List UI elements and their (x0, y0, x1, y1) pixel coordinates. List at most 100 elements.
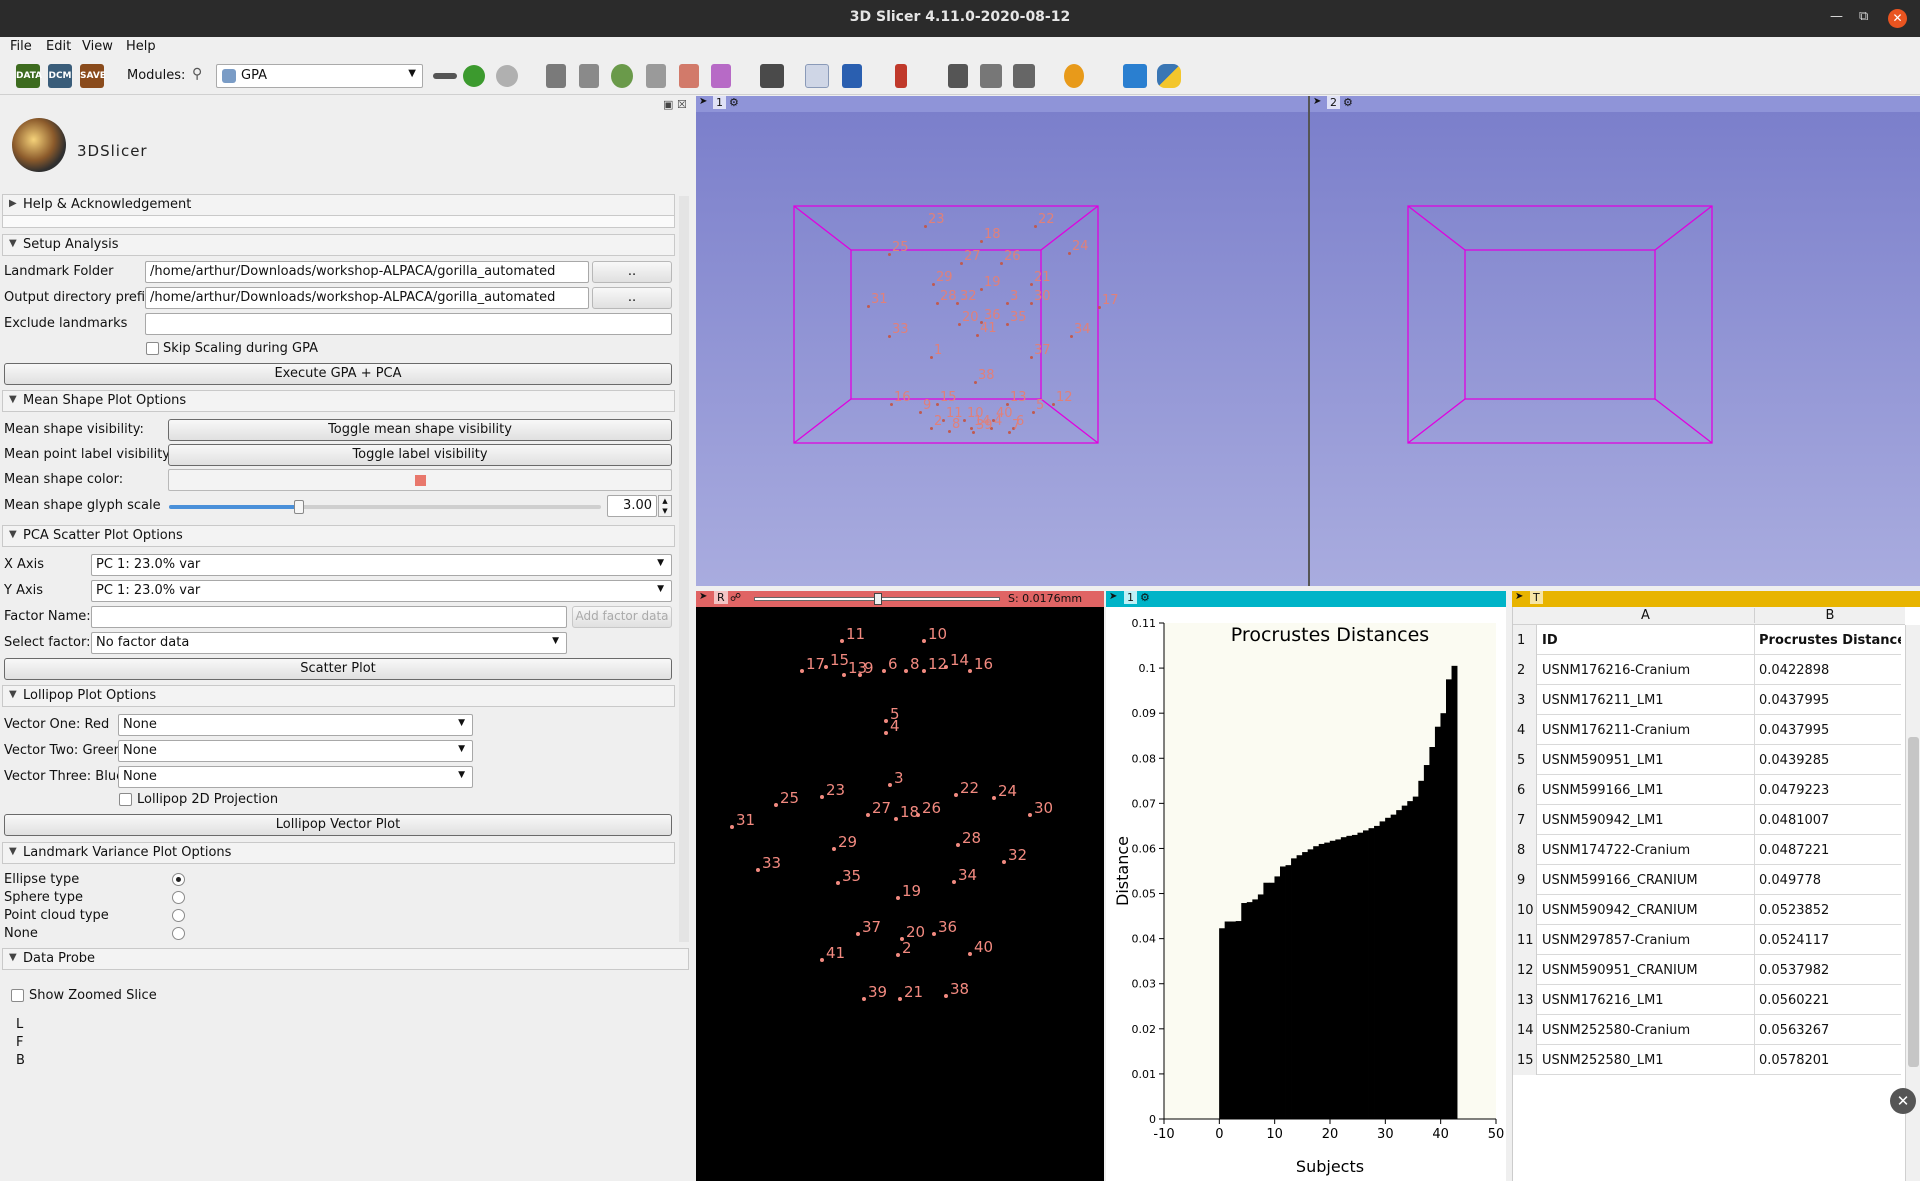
distance-cell[interactable]: 0.0437995 (1759, 693, 1830, 708)
slice-offset-slider[interactable] (754, 593, 1000, 605)
pin-icon[interactable]: ➤ (1313, 96, 1322, 107)
distance-cell[interactable]: 0.0523852 (1759, 903, 1830, 918)
distance-cell[interactable]: 0.0422898 (1759, 663, 1830, 678)
transforms-module-icon[interactable] (646, 64, 666, 88)
data-module-icon[interactable] (546, 64, 566, 88)
distance-cell[interactable]: 0.049778 (1759, 873, 1822, 888)
column-b-header[interactable]: B (1825, 608, 1835, 623)
markups-module-icon[interactable] (679, 64, 699, 88)
distance-cell[interactable]: 0.0524117 (1759, 933, 1830, 948)
point-cloud-type-radio[interactable] (172, 909, 185, 922)
id-cell[interactable]: USNM176211_LM1 (1537, 685, 1755, 715)
scene-restore-icon[interactable] (1013, 64, 1035, 88)
pin-icon[interactable]: ➤ (699, 591, 708, 602)
table-row[interactable]: 11 USNM297857-Cranium 0.0524117 (1513, 925, 1901, 955)
y-axis-select[interactable]: PC 1: 23.0% var ▼ (91, 580, 672, 602)
close-overlay-icon[interactable]: ✕ (1890, 1088, 1916, 1114)
glyph-scale-handle[interactable] (293, 500, 304, 514)
distance-cell[interactable]: 0.0578201 (1759, 1053, 1830, 1068)
table-view[interactable]: A B 1 ID Procrustes Distance 2 USNM176216… (1512, 607, 1920, 1181)
ellipse-type-radio[interactable] (172, 873, 185, 886)
crosshair-icon[interactable] (1064, 64, 1084, 88)
table-row[interactable]: 14 USNM252580-Cranium 0.0563267 (1513, 1015, 1901, 1045)
id-cell[interactable]: USNM176211-Cranium (1537, 715, 1755, 745)
crosshair-toggle-icon[interactable] (895, 64, 907, 88)
pointer-mode-icon[interactable] (805, 64, 829, 88)
view-settings-icon[interactable]: ⚙ (1343, 96, 1353, 109)
data-probe-section-header[interactable]: ▼ Data Probe (2, 948, 689, 970)
setup-section-header[interactable]: ▼ Setup Analysis (2, 234, 675, 256)
id-cell[interactable]: USNM176216_LM1 (1537, 985, 1755, 1015)
python-console-icon[interactable] (1157, 64, 1181, 88)
slice-offset-handle[interactable] (874, 593, 882, 605)
vector-three-select[interactable]: None ▼ (118, 766, 473, 788)
toggle-label-visibility-button[interactable]: Toggle label visibility (168, 444, 672, 466)
menu-view[interactable]: View (82, 39, 113, 54)
table-scrollbar-thumb[interactable] (1908, 737, 1919, 1067)
skip-scaling-checkbox[interactable] (146, 342, 159, 355)
view-settings-icon[interactable]: ⚙ (1140, 591, 1150, 604)
forward-arrow-icon[interactable] (496, 65, 518, 87)
exclude-landmarks-input[interactable] (145, 313, 672, 335)
extension-manager-icon[interactable] (1123, 64, 1147, 88)
id-cell[interactable]: USNM590942_CRANIUM (1537, 895, 1755, 925)
load-dicom-button[interactable]: DCM (48, 64, 72, 88)
table-row[interactable]: 10 USNM590942_CRANIUM 0.0523852 (1513, 895, 1901, 925)
mean-shape-color-picker[interactable] (168, 469, 672, 491)
table-row[interactable]: 15 USNM252580_LM1 0.0578201 (1513, 1045, 1901, 1075)
screenshot-icon[interactable] (948, 64, 968, 88)
slice-view[interactable]: 11 10 17 15 13 9 6 8 12 14 16 5 4 3 25 23 22 24 31 27 18 26 30… (696, 607, 1104, 1181)
table-row[interactable]: 5 USNM590951_LM1 0.0439285 (1513, 745, 1901, 775)
view2-bar[interactable]: ➤ 2 ⚙ (1310, 96, 1920, 112)
table-row[interactable]: 6 USNM599166_LM1 0.0479223 (1513, 775, 1901, 805)
landmark-folder-browse-button[interactable]: .. (592, 261, 672, 283)
maximize-icon[interactable]: ⧉ (1859, 9, 1869, 24)
segment-editor-icon[interactable] (711, 64, 731, 88)
help-section-header[interactable]: ▶ Help & Acknowledgement (2, 194, 675, 216)
module-selector[interactable]: GPA ▼ (216, 64, 423, 88)
table-row[interactable]: 2 USNM176216-Cranium 0.0422898 (1513, 655, 1901, 685)
toggle-mean-shape-button[interactable]: Toggle mean shape visibility (168, 419, 672, 441)
pca-section-header[interactable]: ▼ PCA Scatter Plot Options (2, 525, 675, 547)
view1-bar[interactable]: ➤ 1 ⚙ (696, 96, 1308, 112)
minimize-icon[interactable]: — (1830, 9, 1843, 24)
id-cell[interactable]: USNM176216-Cranium (1537, 655, 1755, 685)
distance-cell[interactable]: 0.0479223 (1759, 783, 1830, 798)
3d-view-2[interactable] (1310, 112, 1920, 586)
mean-shape-section-header[interactable]: ▼ Mean Shape Plot Options (2, 390, 675, 412)
distance-cell[interactable]: 0.0560221 (1759, 993, 1830, 1008)
load-data-button[interactable]: DATA (16, 64, 42, 88)
execute-gpa-pca-button[interactable]: Execute GPA + PCA (4, 363, 672, 385)
save-button[interactable]: SAVE (80, 64, 106, 88)
id-cell[interactable]: USNM599166_LM1 (1537, 775, 1755, 805)
back-arrow-icon[interactable] (463, 65, 485, 87)
slice-view-bar[interactable]: ➤ R ☍ S: 0.0176mm (696, 591, 1104, 607)
table-row[interactable]: 3 USNM176211_LM1 0.0437995 (1513, 685, 1901, 715)
table-header-row[interactable]: 1 ID Procrustes Distance (1513, 625, 1901, 655)
menu-help[interactable]: Help (126, 39, 156, 54)
id-cell[interactable]: USNM252580_LM1 (1537, 1045, 1755, 1075)
id-cell[interactable]: USNM590942_LM1 (1537, 805, 1755, 835)
id-cell[interactable]: USNM252580-Cranium (1537, 1015, 1755, 1045)
distance-cell[interactable]: 0.0487221 (1759, 843, 1830, 858)
distance-cell[interactable]: 0.0537982 (1759, 963, 1830, 978)
output-prefix-input[interactable]: /home/arthur/Downloads/workshop-ALPACA/g… (145, 287, 589, 309)
layout-icon[interactable] (760, 64, 784, 88)
id-cell[interactable]: USNM174722-Cranium (1537, 835, 1755, 865)
module-history-icon[interactable] (433, 73, 457, 79)
header-distance-cell[interactable]: Procrustes Distance (1759, 633, 1901, 648)
scrollbar[interactable] (679, 196, 689, 942)
table-scrollbar[interactable] (1905, 625, 1920, 1181)
x-axis-select[interactable]: PC 1: 23.0% var ▼ (91, 554, 672, 576)
models-module-icon[interactable] (611, 64, 633, 88)
column-a-header[interactable]: A (1537, 608, 1755, 623)
show-zoomed-slice-checkbox[interactable] (11, 989, 24, 1002)
pin-icon[interactable]: ➤ (699, 96, 708, 107)
plot-view-bar[interactable]: ➤ 1 ⚙ (1106, 591, 1506, 607)
menu-file[interactable]: File (10, 39, 32, 54)
id-cell[interactable]: USNM599166_CRANIUM (1537, 865, 1755, 895)
lollipop-projection-checkbox[interactable] (119, 793, 132, 806)
id-cell[interactable]: USNM590951_LM1 (1537, 745, 1755, 775)
variance-section-header[interactable]: ▼ Landmark Variance Plot Options (2, 842, 675, 864)
table-row[interactable]: 7 USNM590942_LM1 0.0481007 (1513, 805, 1901, 835)
